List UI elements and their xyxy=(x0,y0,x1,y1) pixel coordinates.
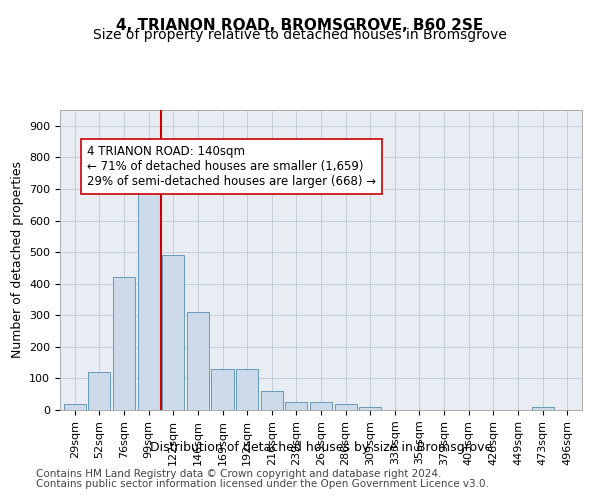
Bar xyxy=(162,256,184,410)
Bar xyxy=(187,312,209,410)
Bar xyxy=(260,391,283,410)
Bar xyxy=(211,369,233,410)
Text: Contains HM Land Registry data © Crown copyright and database right 2024.: Contains HM Land Registry data © Crown c… xyxy=(36,469,442,479)
Text: 4 TRIANON ROAD: 140sqm
← 71% of detached houses are smaller (1,659)
29% of semi-: 4 TRIANON ROAD: 140sqm ← 71% of detached… xyxy=(87,144,376,188)
Bar xyxy=(285,402,307,410)
Bar xyxy=(236,369,258,410)
Bar xyxy=(88,372,110,410)
Bar xyxy=(113,278,135,410)
Bar xyxy=(532,407,554,410)
Bar xyxy=(137,180,160,410)
Text: Contains public sector information licensed under the Open Government Licence v3: Contains public sector information licen… xyxy=(36,479,489,489)
Bar xyxy=(359,407,382,410)
Bar xyxy=(310,402,332,410)
Text: Size of property relative to detached houses in Bromsgrove: Size of property relative to detached ho… xyxy=(93,28,507,42)
Text: Distribution of detached houses by size in Bromsgrove: Distribution of detached houses by size … xyxy=(150,441,492,454)
Text: 4, TRIANON ROAD, BROMSGROVE, B60 2SE: 4, TRIANON ROAD, BROMSGROVE, B60 2SE xyxy=(116,18,484,32)
Bar xyxy=(64,404,86,410)
Bar xyxy=(335,404,357,410)
Y-axis label: Number of detached properties: Number of detached properties xyxy=(11,162,23,358)
